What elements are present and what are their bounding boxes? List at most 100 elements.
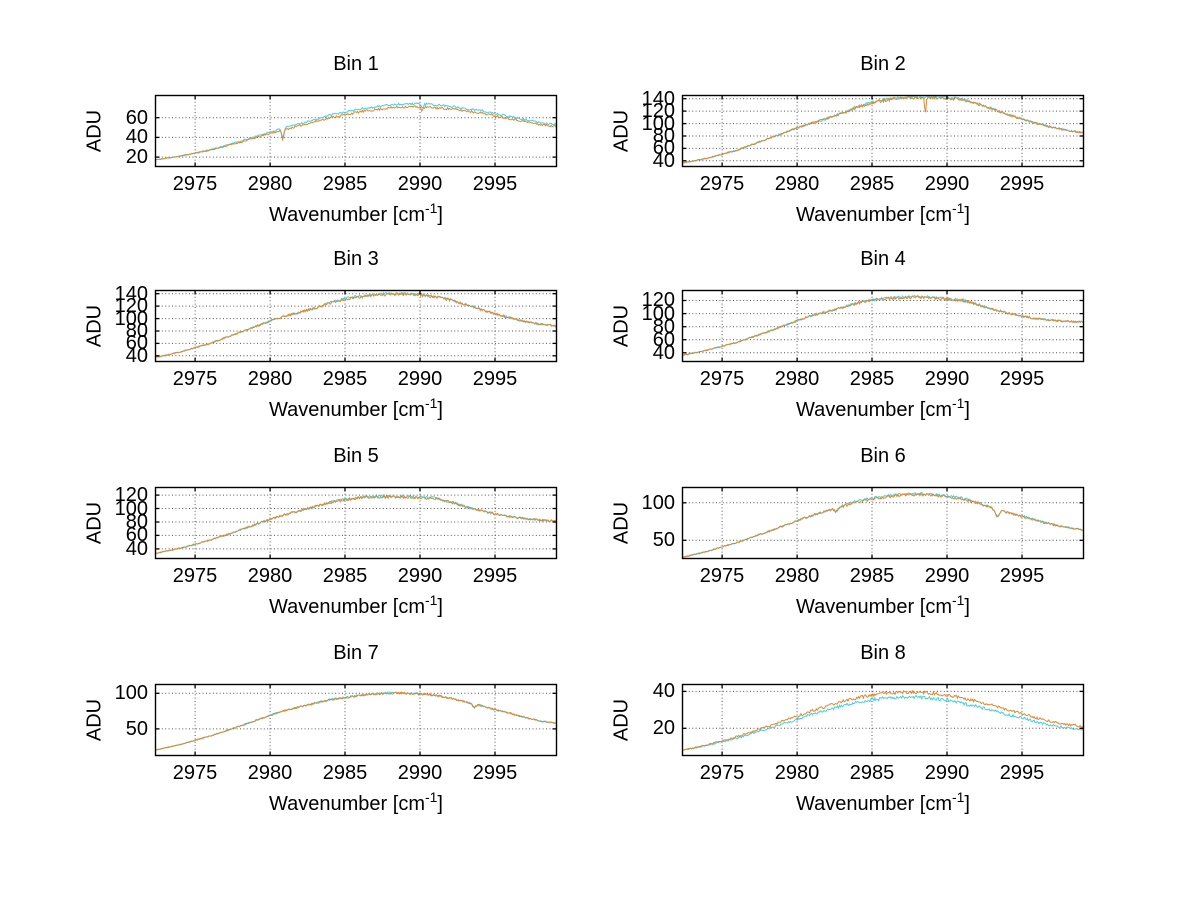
plot-title: Bin 2 — [860, 53, 906, 75]
y-tick-label: 120 — [114, 484, 148, 507]
superscript: -1 — [951, 592, 965, 608]
x-tick-label: 2990 — [397, 173, 443, 195]
plot-title: Bin 3 — [333, 248, 379, 270]
trace-cyan — [155, 291, 557, 359]
x-axis-label: Wavenumber [cm-1] — [796, 200, 970, 226]
y-tick-label: 140 — [114, 282, 148, 305]
axes-area-bin-4 — [681, 289, 1085, 363]
y-tick-label: 120 — [641, 289, 675, 312]
superscript: -1 — [951, 395, 965, 411]
trace-orange — [682, 295, 1084, 356]
y-tick-label: 120 — [114, 295, 148, 318]
x-tick-label: 2995 — [999, 762, 1045, 784]
plot-title: Bin 6 — [860, 445, 906, 467]
y-tick-label: 20 — [652, 717, 675, 740]
x-tick-label: 2975 — [699, 762, 745, 784]
x-axis-label: Wavenumber [cm-1] — [269, 592, 443, 618]
trace-orange — [155, 495, 557, 555]
x-tick-label: 2980 — [247, 368, 293, 390]
y-tick-label: 140 — [641, 87, 675, 110]
plot-title: Bin 1 — [333, 53, 379, 75]
y-tick-label: 100 — [114, 497, 148, 520]
plot-title: Bin 4 — [860, 248, 906, 270]
y-tick-label: 60 — [652, 137, 675, 160]
y-tick-label: 60 — [125, 524, 148, 547]
axes-box — [154, 683, 558, 757]
y-tick-label: 40 — [125, 126, 148, 149]
y-tick-label: 120 — [641, 100, 675, 123]
axes-area-bin-7 — [154, 683, 558, 757]
x-tick-label: 2975 — [172, 173, 218, 195]
x-tick-label: 2985 — [849, 368, 895, 390]
y-tick-label: 100 — [641, 112, 675, 135]
x-tick-label: 2990 — [397, 565, 443, 587]
y-tick-label: 40 — [652, 680, 675, 703]
y-tick-label: 100 — [641, 302, 675, 325]
x-tick-label: 2980 — [774, 368, 820, 390]
y-tick-label: 50 — [125, 717, 148, 740]
superscript: -1 — [424, 592, 438, 608]
x-tick-label: 2985 — [322, 762, 368, 784]
axes-box — [681, 683, 1085, 757]
y-tick-label: 80 — [652, 315, 675, 338]
plot-title: Bin 7 — [333, 642, 379, 664]
x-tick-label: 2995 — [472, 368, 518, 390]
x-tick-label: 2995 — [472, 762, 518, 784]
axes-area-bin-1 — [154, 94, 558, 168]
x-axis-label: Wavenumber [cm-1] — [269, 200, 443, 226]
x-tick-label: 2990 — [397, 368, 443, 390]
x-tick-label: 2995 — [999, 173, 1045, 195]
x-tick-label: 2985 — [322, 565, 368, 587]
y-tick-label: 60 — [652, 328, 675, 351]
x-tick-label: 2985 — [849, 173, 895, 195]
axes-box — [154, 289, 558, 363]
y-tick-label: 80 — [652, 124, 675, 147]
trace-orange — [155, 292, 557, 358]
x-tick-label: 2975 — [172, 762, 218, 784]
x-tick-label: 2980 — [774, 762, 820, 784]
axes-area-bin-8 — [681, 683, 1085, 757]
trace-orange — [682, 492, 1084, 559]
x-tick-label: 2990 — [397, 762, 443, 784]
x-tick-label: 2975 — [699, 368, 745, 390]
trace-cyan — [682, 95, 1084, 164]
axes-area-bin-3 — [154, 289, 558, 363]
y-tick-label: 40 — [125, 344, 148, 367]
x-tick-label: 2975 — [172, 565, 218, 587]
subplot-bin-6: Bin 6 ADU Wavenumber [cm-1] 2975 2980 2985… — [611, 445, 1085, 618]
x-tick-label: 2980 — [774, 565, 820, 587]
x-tick-label: 2995 — [999, 565, 1045, 587]
plot-title: Bin 5 — [333, 445, 379, 467]
x-tick-label: 2985 — [322, 173, 368, 195]
y-tick-label: 100 — [114, 307, 148, 330]
subplot-bin-1: Bin 1 ADU Wavenumber [cm-1] 2975 2980 2985… — [84, 53, 558, 226]
trace-cyan — [682, 294, 1084, 357]
subplot-bin-2: Bin 2 ADU Wavenumber [cm-1] 2975 2980 2985… — [611, 53, 1085, 226]
x-axis-label: Wavenumber [cm-1] — [269, 395, 443, 421]
x-tick-label: 2995 — [472, 173, 518, 195]
x-axis-label: Wavenumber [cm-1] — [796, 789, 970, 815]
plot-title: Bin 8 — [860, 642, 906, 664]
axes-box — [154, 486, 558, 560]
y-tick-label: 80 — [125, 319, 148, 342]
axes-area-bin-6 — [681, 486, 1085, 560]
trace-cyan — [155, 493, 557, 555]
trace-cyan — [155, 101, 557, 161]
axes-area-bin-5 — [154, 486, 558, 560]
trace-cyan — [682, 694, 1084, 752]
x-tick-label: 2995 — [999, 368, 1045, 390]
axes-box — [681, 486, 1085, 560]
x-tick-label: 2985 — [322, 368, 368, 390]
trace-orange — [682, 689, 1084, 752]
subplot-bin-5: Bin 5 ADU Wavenumber [cm-1] 2975 2980 2985… — [84, 445, 558, 618]
x-tick-label: 2985 — [849, 565, 895, 587]
x-tick-label: 2980 — [774, 173, 820, 195]
subplot-bin-8: Bin 8 ADU Wavenumber [cm-1] 2975 2980 2985… — [611, 642, 1085, 815]
superscript: -1 — [424, 395, 438, 411]
superscript: -1 — [424, 200, 438, 216]
x-tick-label: 2980 — [247, 173, 293, 195]
trace-orange — [155, 105, 557, 161]
x-tick-label: 2990 — [924, 173, 970, 195]
x-axis-label: Wavenumber [cm-1] — [796, 592, 970, 618]
y-tick-label: 40 — [125, 537, 148, 560]
